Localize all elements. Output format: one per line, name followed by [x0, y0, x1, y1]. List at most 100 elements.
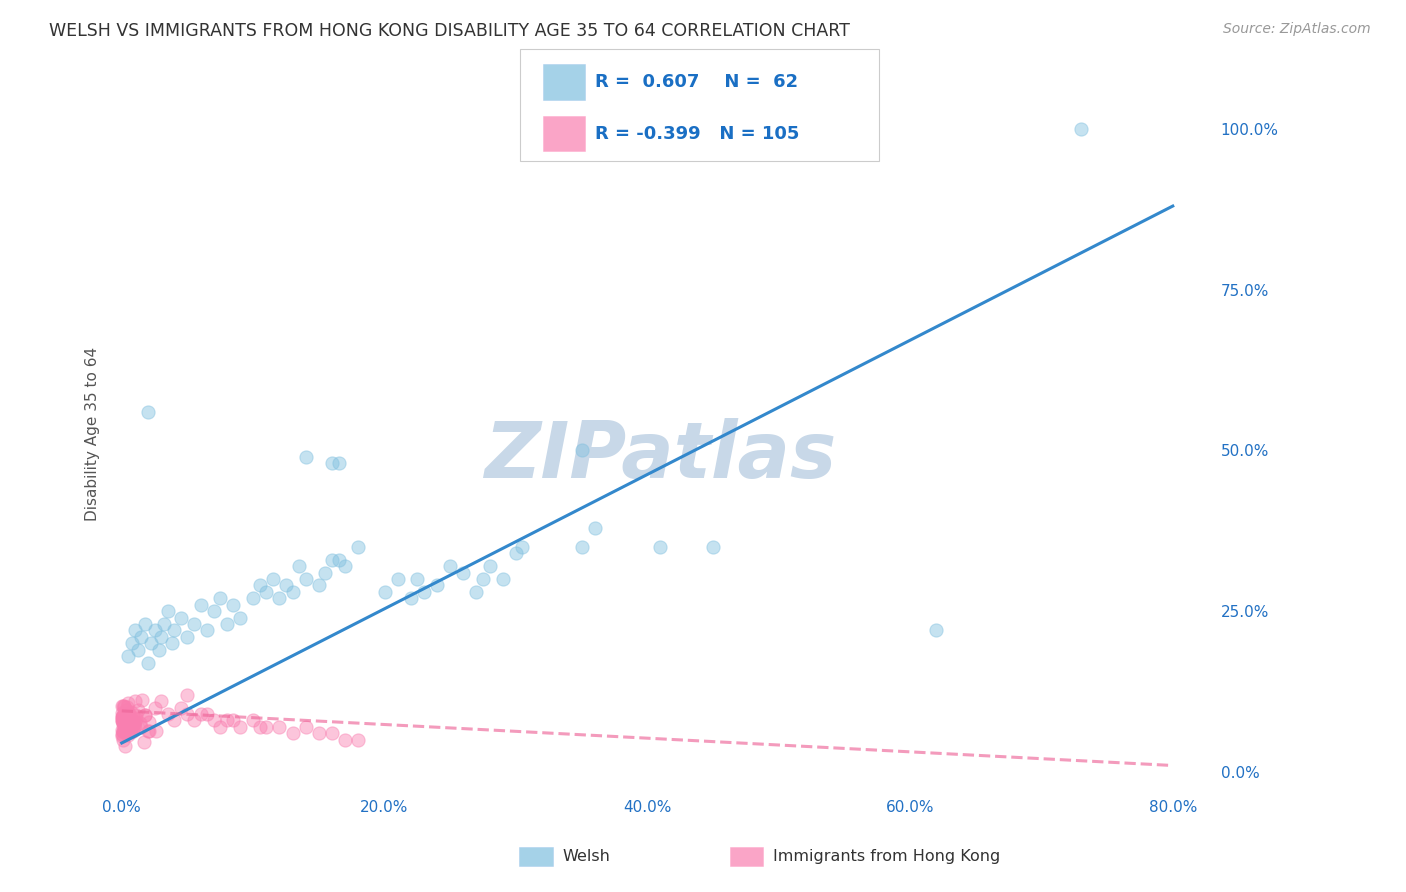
Point — [145, 723, 167, 738]
Point — [163, 714, 186, 728]
Point — [222, 714, 245, 728]
Point — [121, 720, 143, 734]
Point — [492, 572, 515, 586]
Point — [190, 598, 212, 612]
Point — [114, 725, 136, 739]
Point — [114, 703, 136, 717]
Point — [254, 720, 277, 734]
Point — [138, 724, 160, 739]
Point — [128, 716, 150, 731]
Point — [112, 724, 135, 739]
Point — [117, 706, 139, 721]
Point — [195, 624, 218, 638]
Point — [453, 566, 475, 580]
Point — [170, 610, 193, 624]
Point — [176, 630, 198, 644]
Point — [134, 617, 156, 632]
Point — [249, 578, 271, 592]
Point — [120, 723, 142, 737]
Point — [294, 720, 316, 734]
Point — [1070, 121, 1092, 136]
Point — [150, 630, 173, 644]
Point — [114, 715, 136, 730]
Point — [183, 617, 205, 632]
Point — [112, 714, 135, 728]
Point — [120, 725, 142, 739]
Text: WELSH VS IMMIGRANTS FROM HONG KONG DISABILITY AGE 35 TO 64 CORRELATION CHART: WELSH VS IMMIGRANTS FROM HONG KONG DISAB… — [49, 22, 851, 40]
Point — [150, 694, 173, 708]
Point — [112, 698, 135, 713]
Point — [117, 728, 139, 742]
Point — [131, 630, 153, 644]
Point — [112, 718, 135, 732]
Point — [314, 566, 336, 580]
Point — [115, 714, 138, 728]
Point — [294, 450, 316, 464]
Text: R = -0.399   N = 105: R = -0.399 N = 105 — [595, 125, 799, 143]
Point — [118, 706, 141, 720]
Point — [129, 720, 152, 734]
Point — [118, 715, 141, 730]
Point — [242, 714, 264, 728]
Point — [148, 642, 170, 657]
Point — [478, 559, 501, 574]
Point — [195, 707, 218, 722]
Point — [127, 703, 149, 717]
Point — [112, 712, 135, 726]
Point — [114, 717, 136, 731]
Point — [347, 732, 370, 747]
Point — [124, 624, 146, 638]
Point — [112, 706, 135, 721]
Point — [125, 707, 148, 722]
Point — [294, 572, 316, 586]
Point — [118, 714, 141, 728]
Point — [160, 636, 183, 650]
Point — [249, 720, 271, 734]
Y-axis label: Disability Age 35 to 64: Disability Age 35 to 64 — [86, 347, 100, 522]
Text: Immigrants from Hong Kong: Immigrants from Hong Kong — [773, 849, 1001, 863]
Point — [114, 710, 136, 724]
Point — [439, 559, 461, 574]
Point — [333, 559, 356, 574]
Point — [114, 723, 136, 737]
Point — [321, 552, 343, 566]
Text: Source: ZipAtlas.com: Source: ZipAtlas.com — [1223, 22, 1371, 37]
Point — [124, 714, 146, 729]
Point — [111, 710, 134, 724]
Point — [112, 700, 135, 714]
Point — [111, 714, 134, 728]
Point — [262, 572, 284, 586]
Point — [118, 720, 141, 734]
Text: ZIPatlas: ZIPatlas — [484, 417, 837, 494]
Point — [111, 710, 134, 724]
Point — [134, 707, 156, 722]
Point — [229, 720, 252, 734]
Point — [209, 591, 232, 606]
Point — [269, 720, 291, 734]
Point — [426, 578, 449, 592]
Point — [136, 405, 159, 419]
Point — [139, 636, 162, 650]
Point — [122, 715, 145, 730]
Point — [138, 723, 160, 738]
Point — [111, 713, 134, 727]
Point — [274, 578, 297, 592]
Point — [122, 714, 145, 729]
Point — [571, 443, 593, 458]
Point — [134, 707, 156, 722]
Point — [115, 700, 138, 714]
Text: R =  0.607    N =  62: R = 0.607 N = 62 — [595, 73, 797, 91]
Point — [112, 711, 135, 725]
Point — [176, 688, 198, 702]
Point — [571, 540, 593, 554]
Point — [413, 585, 436, 599]
Point — [254, 585, 277, 599]
Point — [117, 719, 139, 733]
Point — [176, 707, 198, 722]
Point — [209, 720, 232, 734]
Point — [114, 716, 136, 731]
Point — [328, 552, 350, 566]
Point — [702, 540, 724, 554]
Point — [190, 707, 212, 722]
Point — [465, 585, 488, 599]
